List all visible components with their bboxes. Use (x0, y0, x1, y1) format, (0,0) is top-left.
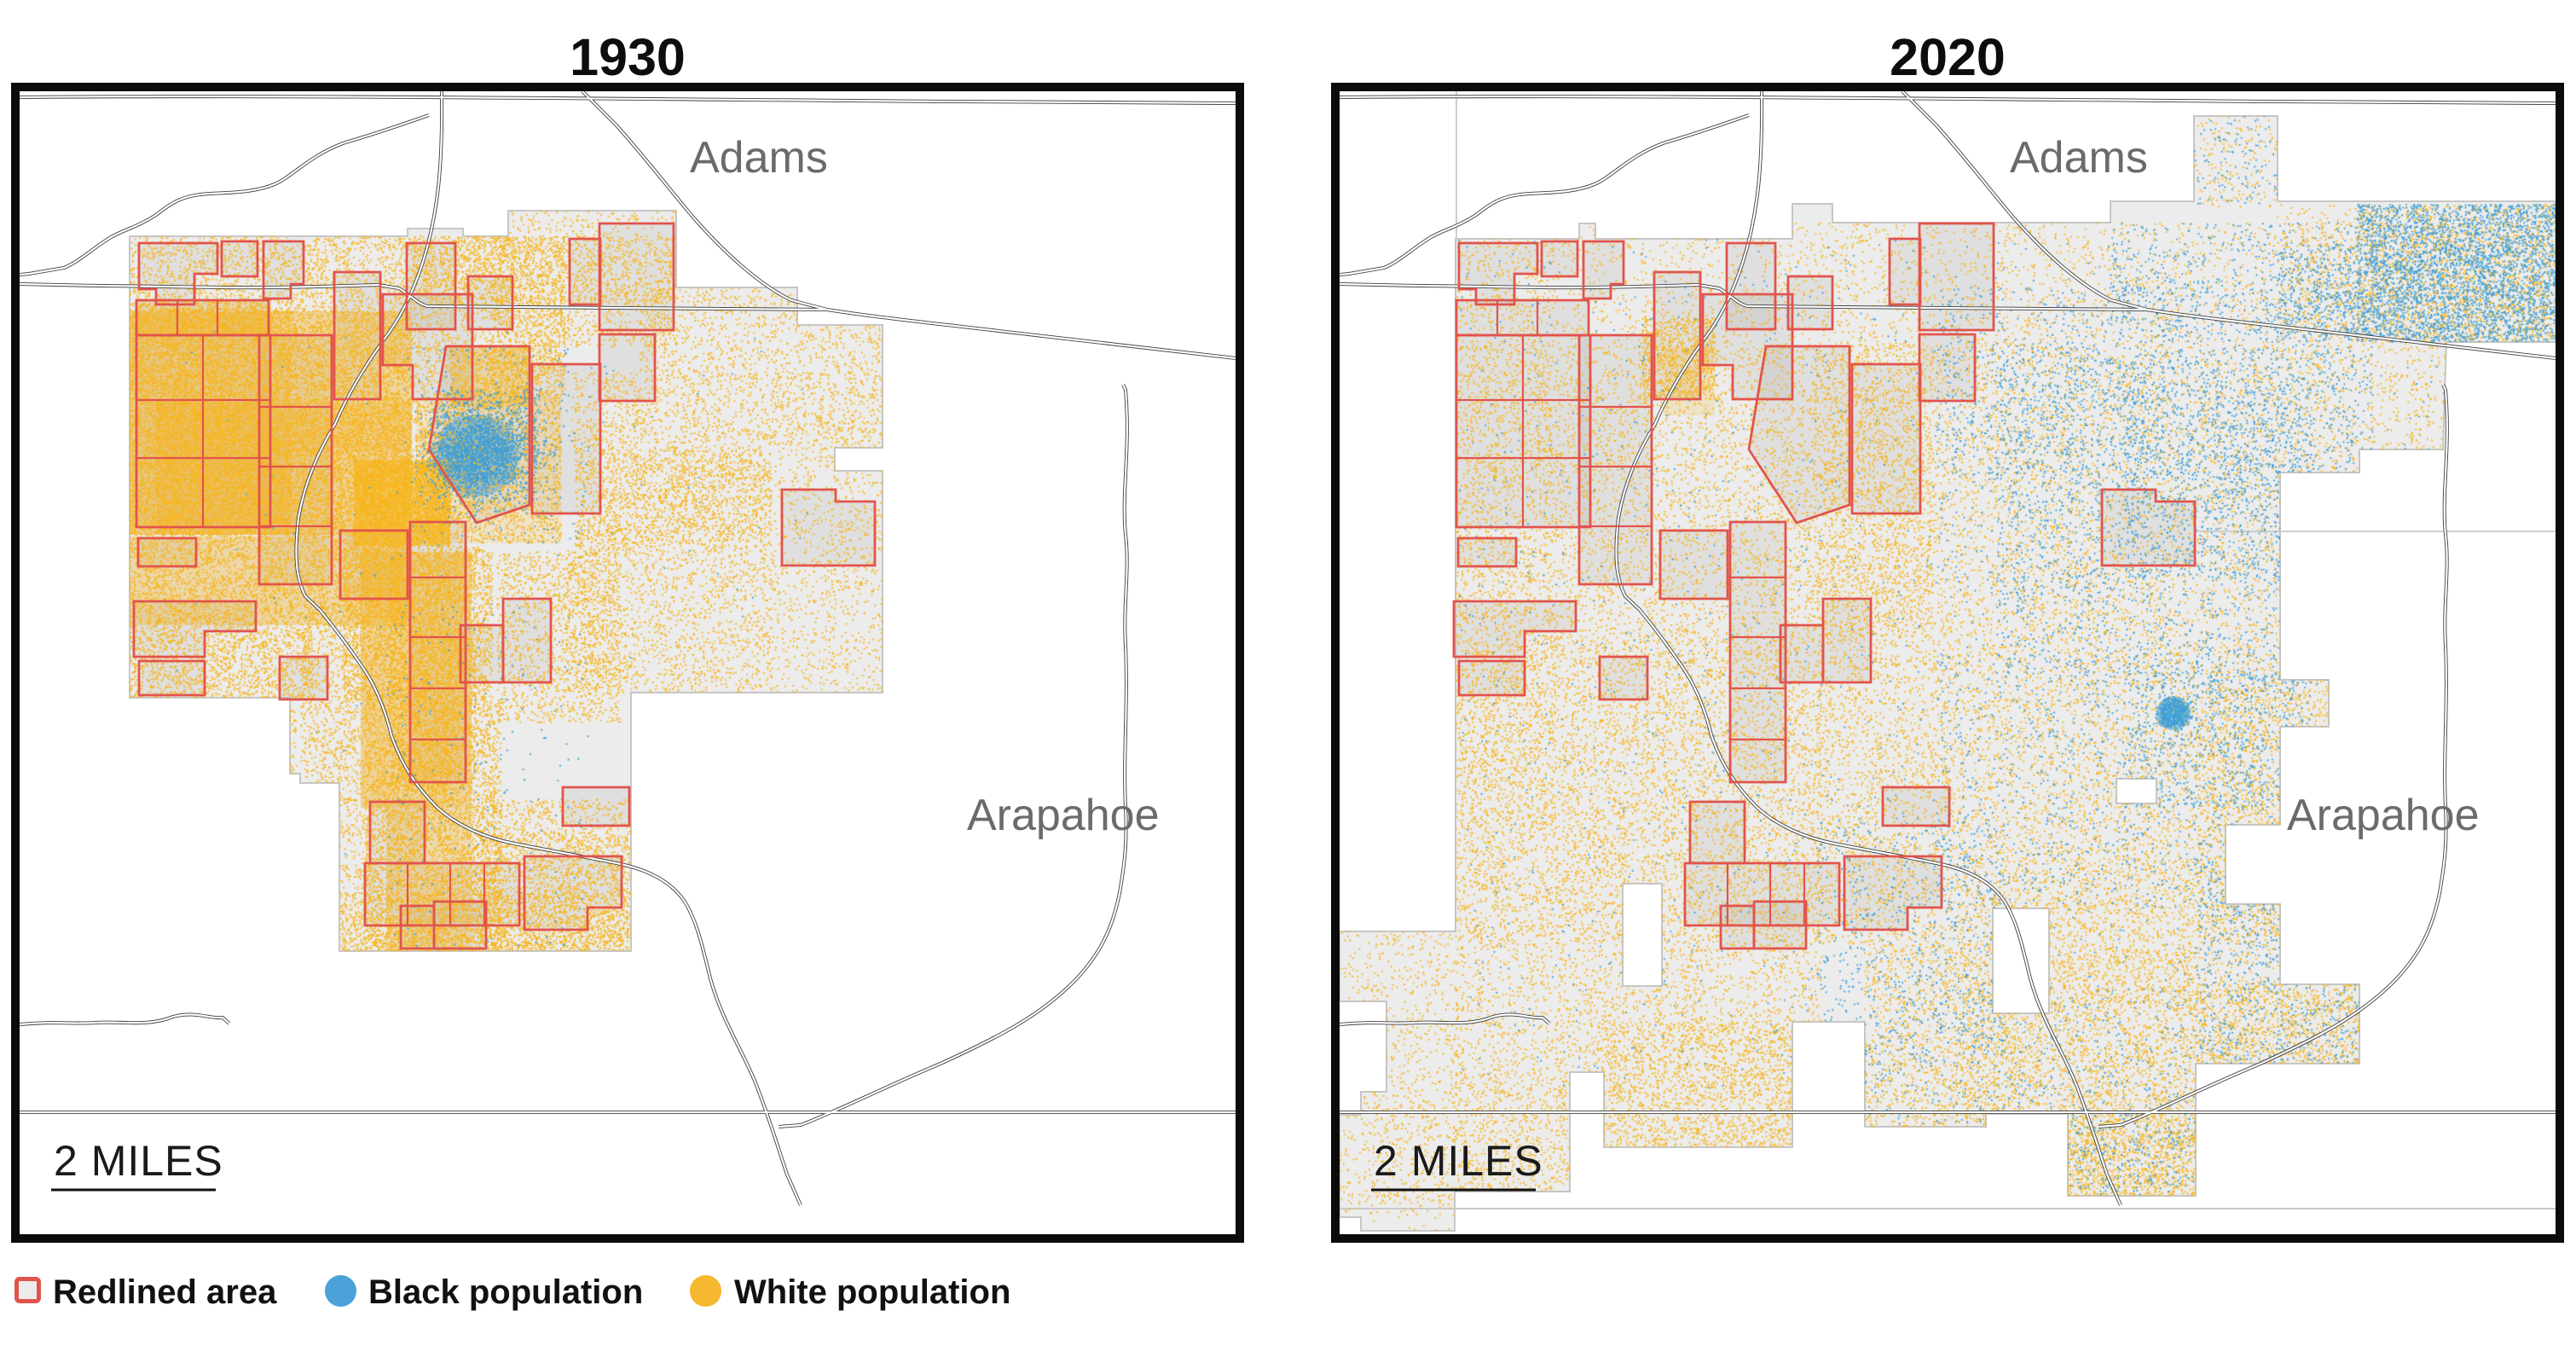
svg-text:2 MILES: 2 MILES (1374, 1137, 1543, 1185)
svg-text:2 MILES: 2 MILES (54, 1137, 223, 1185)
svg-text:Adams: Adams (2010, 133, 2148, 183)
svg-text:Adams: Adams (690, 133, 828, 183)
svg-text:Arapahoe: Arapahoe (2287, 791, 2480, 840)
svg-text:Arapahoe: Arapahoe (967, 791, 1160, 840)
